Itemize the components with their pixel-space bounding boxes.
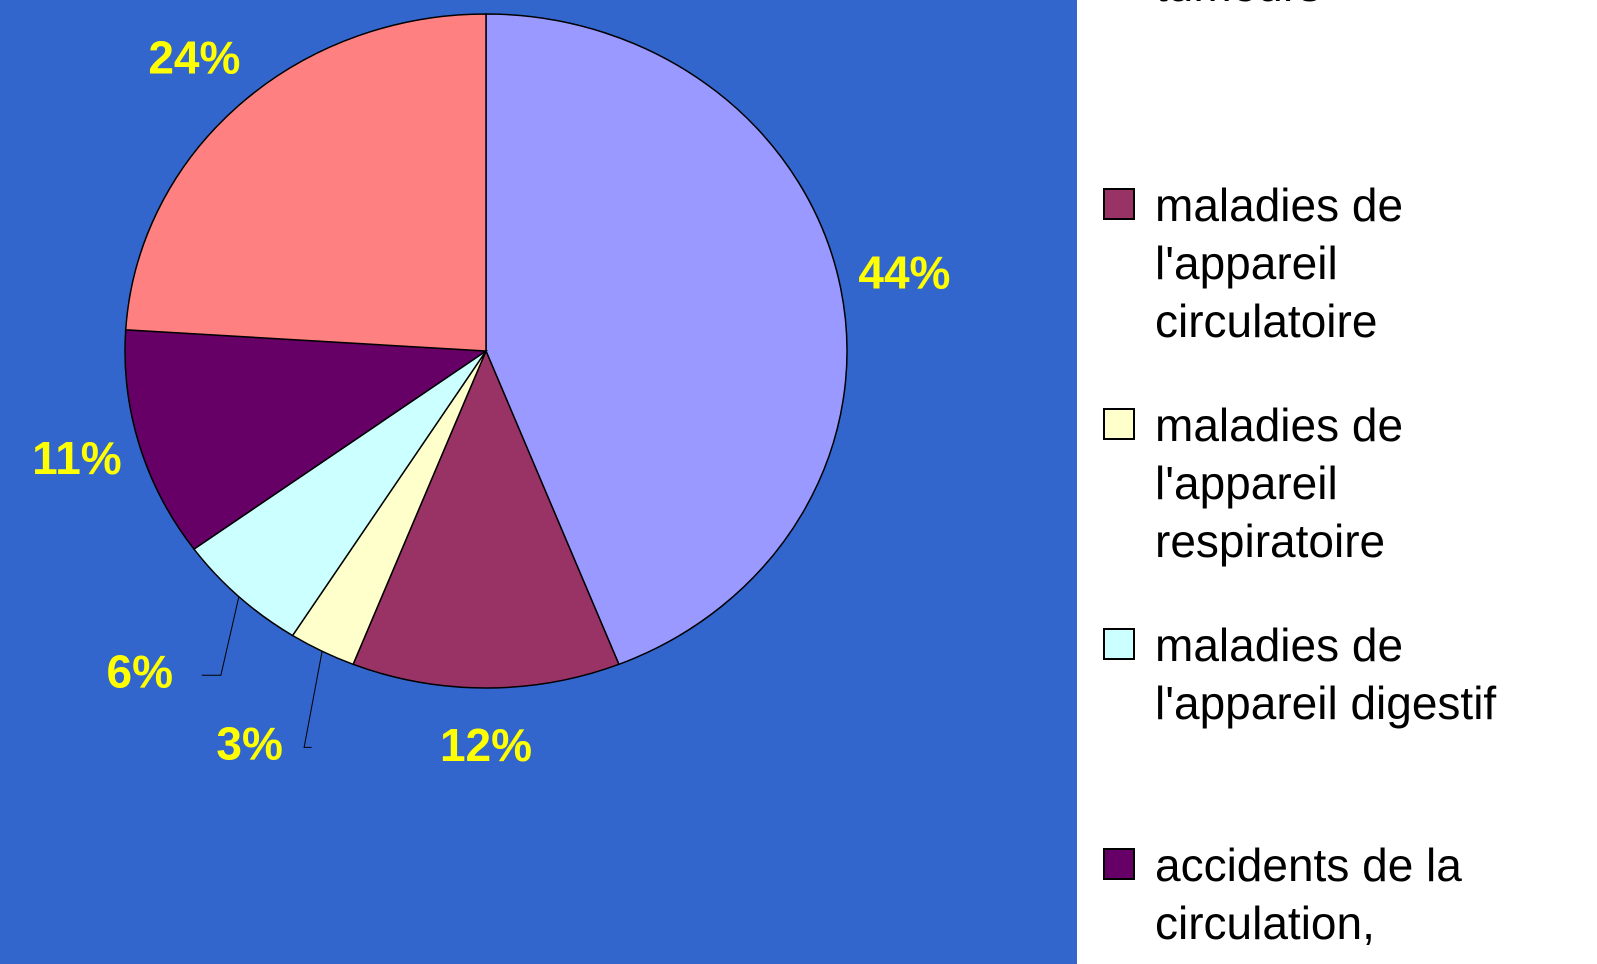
chart: 44% 12% 3% 6% 11% 24% (32, 13, 950, 771)
data-label: 24% (148, 31, 240, 83)
data-label: 44% (858, 247, 950, 299)
legend-swatch (1103, 848, 1135, 880)
legend-label: accidents de la circulation, (1155, 839, 1462, 949)
legend-label: maladies de l'appareil circulatoire (1155, 179, 1404, 347)
pie-slice (485, 13, 848, 666)
legend-swatch (1103, 628, 1135, 660)
pie-slice (124, 13, 487, 352)
data-label: 12% (440, 719, 532, 771)
data-label: 11% (32, 432, 122, 484)
pie-slice (192, 350, 487, 637)
legend-swatch (1103, 188, 1135, 220)
data-label: 3% (216, 718, 282, 770)
legend-label: maladies de l'appareil respiratoire (1155, 399, 1404, 567)
pie-slice (124, 329, 489, 551)
pie-slice (352, 349, 620, 689)
leader-line (201, 596, 240, 676)
legend-label: tumeurs (1155, 0, 1567, 14)
leader-line (303, 651, 323, 748)
data-label: 6% (107, 645, 173, 697)
legend-label: maladies de l'appareil digestif (1155, 619, 1497, 729)
legend-swatch (1103, 408, 1135, 440)
